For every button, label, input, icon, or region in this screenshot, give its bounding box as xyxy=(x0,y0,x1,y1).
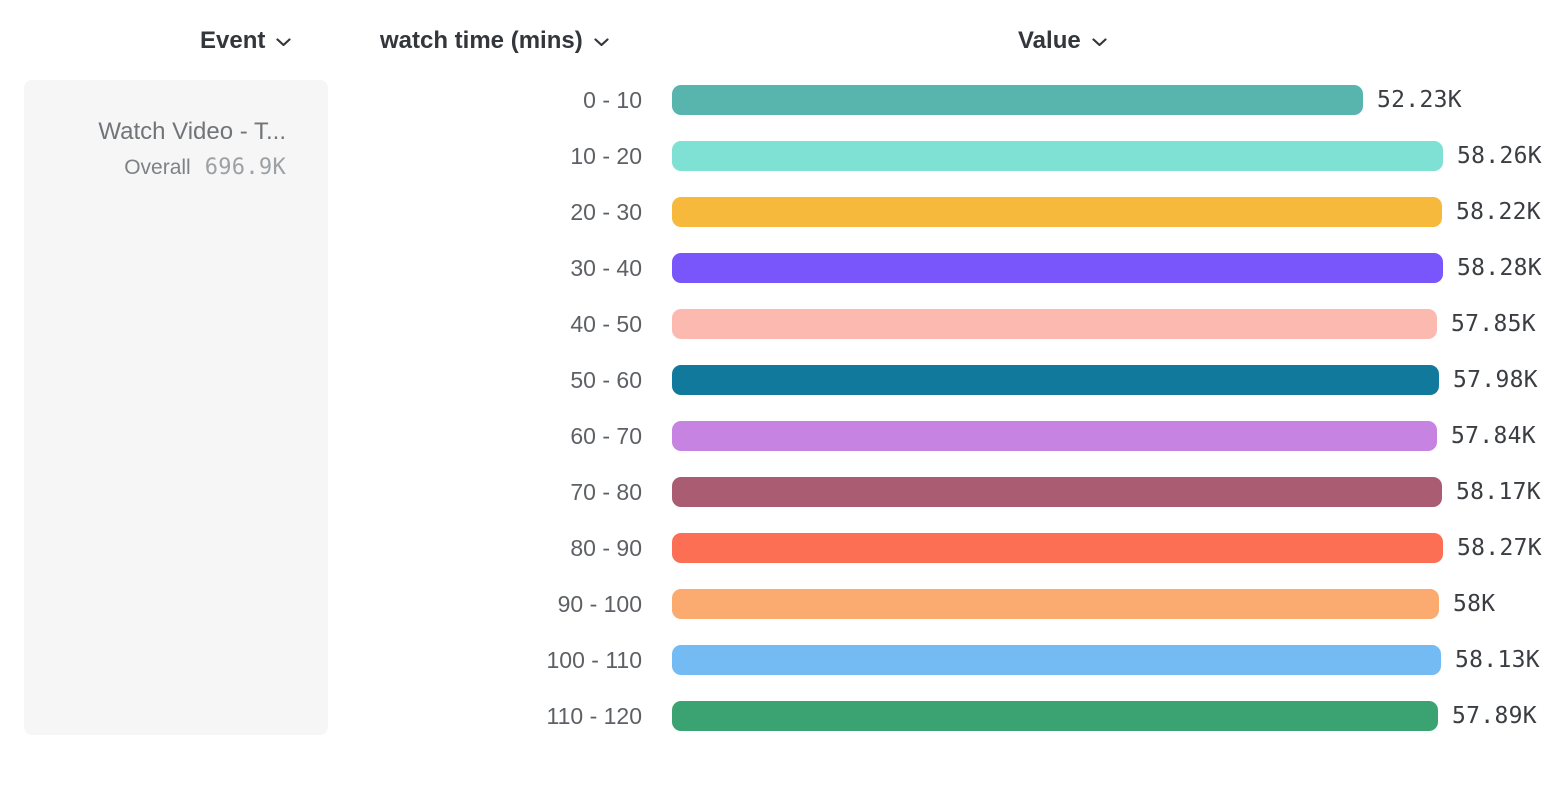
chart-row: 50 - 60 57.98K xyxy=(0,352,1568,408)
bar[interactable] xyxy=(672,365,1439,395)
bar[interactable] xyxy=(672,141,1443,171)
bar[interactable] xyxy=(672,309,1437,339)
chart-row: 90 - 100 58K xyxy=(0,576,1568,632)
chart-row: 10 - 20 58.26K xyxy=(0,128,1568,184)
overall-label: Overall xyxy=(124,156,191,179)
bar-category-label: 30 - 40 xyxy=(570,254,642,281)
bar-value-label: 57.84K xyxy=(1451,423,1536,449)
chart-row: 80 - 90 58.27K xyxy=(0,520,1568,576)
chart-row: 60 - 70 57.84K xyxy=(0,408,1568,464)
bar-value-label: 52.23K xyxy=(1377,87,1462,113)
bar[interactable] xyxy=(672,421,1437,451)
chevron-down-icon xyxy=(276,38,291,47)
bar-category-label: 0 - 10 xyxy=(583,86,642,113)
bar-value-label: 57.89K xyxy=(1452,703,1537,729)
bar-value-label: 58.26K xyxy=(1457,143,1542,169)
bar-track: 58.13K xyxy=(672,645,1568,675)
overall-value: 696.9K xyxy=(204,155,286,180)
bar-track: 57.98K xyxy=(672,365,1568,395)
bar-track: 58.28K xyxy=(672,253,1568,283)
bar-category-label: 60 - 70 xyxy=(570,422,642,449)
bar-value-label: 58.27K xyxy=(1457,535,1542,561)
column-header-watch-time-label: watch time (mins) xyxy=(380,27,583,54)
chart-row: 20 - 30 58.22K xyxy=(0,184,1568,240)
bar-category-label: 20 - 30 xyxy=(570,198,642,225)
bar-chart: 0 - 10 52.23K 10 - 20 58.26K 20 - 30 58.22K 30… xyxy=(0,72,1568,744)
bar-value-label: 57.98K xyxy=(1453,367,1538,393)
column-header-watch-time-dropdown[interactable]: watch time (mins) xyxy=(380,27,609,55)
bar-value-label: 57.85K xyxy=(1451,311,1536,337)
column-header-event-label: Event xyxy=(200,27,266,54)
chevron-down-icon xyxy=(1092,38,1107,47)
bar[interactable] xyxy=(672,533,1443,563)
chart-row: 40 - 50 57.85K xyxy=(0,296,1568,352)
bar-category-label: 100 - 110 xyxy=(546,646,642,673)
bar-category-label: 90 - 100 xyxy=(557,590,642,617)
bar-value-label: 58.22K xyxy=(1456,199,1541,225)
bar-value-label: 58.13K xyxy=(1455,647,1540,673)
bar-category-label: 110 - 120 xyxy=(546,702,642,729)
bar-value-label: 58.28K xyxy=(1457,255,1542,281)
bar[interactable] xyxy=(672,589,1439,619)
chart-row: 70 - 80 58.17K xyxy=(0,464,1568,520)
bar[interactable] xyxy=(672,645,1441,675)
bar-track: 58.26K xyxy=(672,141,1568,171)
chart-row: 0 - 10 52.23K xyxy=(0,72,1568,128)
bar[interactable] xyxy=(672,85,1363,115)
bar-value-label: 58.17K xyxy=(1456,479,1541,505)
bar[interactable] xyxy=(672,253,1443,283)
event-card: Watch Video - T... Overall 696.9K xyxy=(24,80,328,735)
bar-track: 58.17K xyxy=(672,477,1568,507)
bar-value-label: 58K xyxy=(1453,591,1496,617)
event-name: Watch Video - T... xyxy=(98,118,286,145)
bar-track: 57.84K xyxy=(672,421,1568,451)
chevron-down-icon xyxy=(594,38,609,47)
chart-row: 100 - 110 58.13K xyxy=(0,632,1568,688)
bar-track: 52.23K xyxy=(672,85,1568,115)
bar-category-label: 10 - 20 xyxy=(570,142,642,169)
bar[interactable] xyxy=(672,477,1442,507)
bar-category-label: 70 - 80 xyxy=(570,478,642,505)
bar-track: 58.22K xyxy=(672,197,1568,227)
column-header-value-label: Value xyxy=(1018,27,1081,54)
bar-track: 57.85K xyxy=(672,309,1568,339)
bar-category-label: 50 - 60 xyxy=(570,366,642,393)
column-header-event-dropdown[interactable]: Event xyxy=(200,27,291,55)
chart-row: 30 - 40 58.28K xyxy=(0,240,1568,296)
bar[interactable] xyxy=(672,701,1438,731)
event-overall-row: Overall 696.9K xyxy=(44,155,286,180)
bar[interactable] xyxy=(672,197,1442,227)
chart-row: 110 - 120 57.89K xyxy=(0,688,1568,744)
bar-category-label: 40 - 50 xyxy=(570,310,642,337)
bar-category-label: 80 - 90 xyxy=(570,534,642,561)
bar-track: 58K xyxy=(672,589,1568,619)
column-header-value-dropdown[interactable]: Value xyxy=(1018,27,1107,55)
bar-track: 58.27K xyxy=(672,533,1568,563)
bar-track: 57.89K xyxy=(672,701,1568,731)
